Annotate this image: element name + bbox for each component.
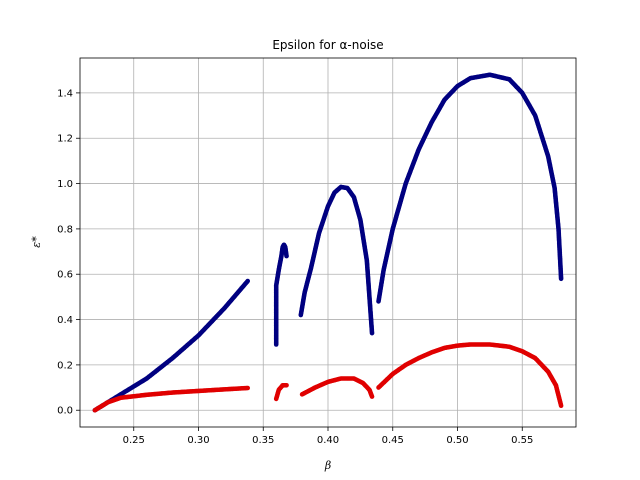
y-tick-label: 0.8 — [57, 224, 73, 235]
y-tick-label: 0.2 — [57, 360, 73, 371]
y-tick-label: 1.4 — [57, 88, 73, 99]
y-tick-label: 0.0 — [57, 406, 73, 417]
y-tick-label: 0.6 — [57, 270, 73, 281]
y-tick-label: 0.4 — [57, 315, 73, 326]
y-tick-label: 1.0 — [57, 179, 73, 190]
x-tick-label: 0.35 — [252, 435, 274, 446]
data-point-series-1 — [284, 382, 289, 388]
y-axis-label: ε* — [30, 236, 43, 248]
data-points — [92, 72, 564, 413]
x-tick-label: 0.25 — [123, 435, 145, 446]
x-tick-label: 0.30 — [187, 435, 209, 446]
x-tick-label: 0.45 — [382, 435, 404, 446]
x-ticks: 0.25 0.30 0.35 0.40 0.45 0.50 0.55 — [123, 427, 533, 446]
data-point-series-0 — [558, 276, 564, 282]
data-point-series-0 — [245, 278, 251, 284]
y-ticks: 0.0 0.2 0.4 0.6 0.8 1.0 1.2 1.4 — [57, 88, 80, 417]
x-tick-label: 0.55 — [511, 435, 533, 446]
x-tick-label: 0.50 — [446, 435, 468, 446]
data-point-series-1 — [558, 403, 564, 408]
x-tick-label: 0.40 — [317, 435, 339, 446]
data-point-series-1 — [245, 385, 251, 391]
data-point-series-0 — [369, 330, 375, 336]
y-tick-label: 1.2 — [57, 134, 73, 145]
grid — [80, 58, 576, 427]
data-point-series-1 — [369, 394, 375, 399]
chart-title: Epsilon for α-noise — [272, 38, 383, 52]
data-point-series-0 — [284, 253, 289, 259]
x-axis-label: β — [324, 459, 331, 472]
